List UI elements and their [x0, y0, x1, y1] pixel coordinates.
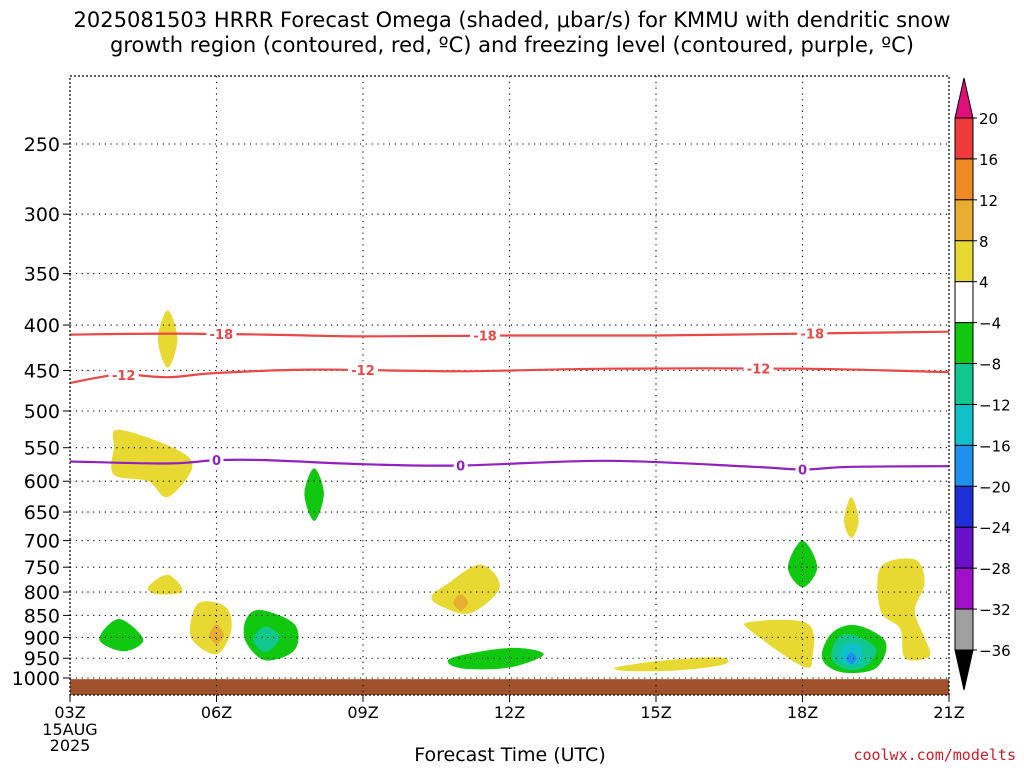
x-start-date-label: 15AUG [42, 720, 97, 739]
omega-shaded-region-5 [99, 619, 144, 652]
omega-shaded-region-20 [846, 652, 857, 665]
x-tick-label: 06Z [201, 703, 232, 722]
colorbar-bin [954, 117, 974, 160]
colorbar-label: −4 [979, 315, 1001, 333]
y-tick-label: 400 [24, 315, 60, 337]
colorbar-bin [954, 403, 974, 446]
omega-shaded-region-1 [157, 310, 178, 368]
omega-shaded-region-14 [447, 647, 544, 670]
chart-title-line-1: 2025081503 HRRR Forecast Omega (shaded, … [73, 8, 951, 32]
contour-label: -12 [351, 364, 375, 379]
y-tick-label: 750 [24, 557, 60, 579]
contour-label: -18 [210, 328, 234, 343]
y-tick-label: 1000 [12, 668, 60, 690]
contour-label: -12 [747, 363, 771, 378]
colorbar-bin [954, 526, 974, 569]
x-tick-label: 12Z [494, 703, 525, 722]
contour-label-background [206, 326, 237, 343]
omega-shaded-region-13 [453, 594, 468, 611]
x-tick-label: 09Z [347, 703, 378, 722]
credit-link[interactable]: coolwx.com/modelts [853, 746, 1016, 764]
omega-shaded-region-16 [744, 619, 815, 668]
colorbar-bin [954, 608, 974, 651]
omega-shaded-region-3 [304, 468, 324, 521]
omega-shaded-region-4 [147, 574, 183, 595]
colorbar-bin [954, 322, 974, 365]
colorbar-label: −16 [979, 437, 1011, 455]
contour-label: 0 [456, 460, 465, 475]
y-tick-label: 350 [24, 264, 60, 286]
x-axis-label: Forecast Time (UTC) [414, 744, 606, 766]
freezing-level-contour-line [69, 458, 950, 471]
colorbar-label: −12 [979, 396, 1011, 414]
contour-label: 0 [798, 463, 807, 478]
y-tick-label: 500 [24, 401, 60, 423]
colorbar-bin [954, 485, 974, 528]
colorbar-top-arrow [954, 77, 974, 119]
colorbar-label: 16 [979, 151, 998, 169]
colorbar-label: −36 [979, 642, 1011, 660]
contour-label: -18 [801, 327, 825, 342]
colorbar-bin [954, 567, 974, 610]
contour-label: 0 [212, 454, 221, 469]
y-tick-label: 950 [24, 648, 60, 670]
colorbar-label: 8 [979, 233, 989, 251]
contour-label-background [453, 457, 468, 474]
y-tick-label: 600 [24, 471, 60, 493]
omega-shaded-region-9 [253, 626, 280, 653]
colorbar-bin [954, 158, 974, 201]
colorbar-label: 4 [979, 274, 989, 292]
contour-label-background [743, 360, 774, 377]
y-tick-label: 850 [24, 605, 60, 627]
x-tick-label: 18Z [787, 703, 818, 722]
omega-shaded-region-7 [209, 624, 224, 644]
contour-label-background [209, 452, 224, 469]
colorbar-label: −20 [979, 478, 1011, 496]
colorbar-label: −8 [979, 356, 1001, 374]
colorbar-label: 12 [979, 192, 998, 210]
colorbar-bin [954, 363, 974, 405]
omega-shaded-region-12 [431, 564, 500, 614]
colorbar-bin [954, 240, 974, 283]
y-tick-label: 800 [24, 582, 60, 604]
colorbar-label: −32 [979, 601, 1011, 619]
y-tick-label: 900 [24, 627, 60, 649]
colorbar-bottom-arrow [954, 649, 974, 691]
contour-label-background [470, 327, 501, 344]
colorbar-label: −24 [979, 519, 1011, 537]
contour-label-background [348, 362, 378, 379]
contour-label-background [108, 366, 139, 383]
y-tick-label: 300 [24, 204, 60, 226]
x-tick-label: 21Z [933, 703, 964, 722]
y-tick-label: 550 [24, 438, 60, 460]
dendritic-contour-line [69, 367, 950, 385]
colorbar-bin [954, 281, 974, 324]
contour-label: -12 [112, 369, 136, 384]
y-tick-label: 700 [24, 531, 60, 553]
x-tick-label: 15Z [640, 703, 671, 722]
contour-label: -18 [473, 330, 497, 345]
colorbar-label: −28 [979, 560, 1011, 578]
omega-shaded-region-15 [614, 657, 729, 672]
omega-shaded-region-6 [189, 601, 232, 655]
terrain-band [70, 679, 949, 695]
y-tick-label: 650 [24, 502, 60, 524]
chart-title-line-2: growth region (contoured, red, ºC) and f… [110, 33, 914, 57]
colorbar-bin [954, 444, 974, 487]
x-tick-label: 03Z [54, 703, 85, 722]
omega-shaded-region-21 [877, 558, 931, 661]
contour-label-background [795, 461, 810, 478]
colorbar-label: 20 [979, 110, 998, 128]
x-start-date-label: 2025 [50, 736, 91, 755]
omega-shaded-region-11 [844, 497, 859, 538]
colorbar-bin [954, 199, 974, 242]
contour-label-background [797, 325, 828, 342]
y-tick-label: 250 [24, 134, 60, 156]
y-tick-label: 450 [24, 360, 60, 382]
